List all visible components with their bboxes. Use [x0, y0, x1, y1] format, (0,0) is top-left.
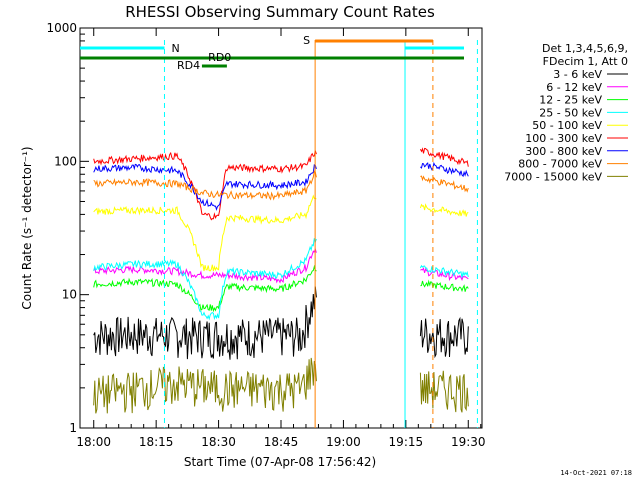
- series-line: [93, 357, 469, 414]
- legend-entry-label: 800 - 7000 keV: [518, 158, 602, 171]
- y-axis: 1 10 100 1000: [46, 21, 89, 435]
- annotations: N RD0 RD4 S: [80, 34, 478, 428]
- x-tick-label: 18:15: [139, 435, 174, 449]
- series-line: [93, 161, 469, 212]
- series-line: [93, 194, 469, 272]
- x-tick-label: 18:00: [76, 435, 111, 449]
- legend-entry-label: 50 - 100 keV: [532, 119, 602, 132]
- series-line: [93, 264, 469, 313]
- x-tick-label: 19:30: [451, 435, 486, 449]
- chart-title: RHESSI Observing Summary Count Rates: [125, 3, 435, 21]
- plot-area: [93, 147, 469, 414]
- legend: Det 1,3,4,5,6,9,FDecim 1, Att 03 - 6 keV…: [504, 42, 628, 183]
- flag-label: N: [171, 42, 179, 55]
- legend-header: FDecim 1, Att 0: [543, 55, 628, 68]
- flag-label: S: [303, 34, 310, 47]
- series-line: [93, 286, 469, 360]
- legend-entry-label: 25 - 50 keV: [539, 106, 602, 119]
- legend-entry-label: 12 - 25 keV: [539, 94, 602, 107]
- x-tick-label: 18:30: [201, 435, 236, 449]
- series-line: [93, 247, 469, 284]
- series-line: [93, 147, 469, 221]
- y-tick-label: 10: [62, 288, 77, 302]
- legend-entry-label: 300 - 800 keV: [525, 145, 602, 158]
- plot-frame: [79, 27, 483, 429]
- x-tick-label: 19:15: [389, 435, 424, 449]
- y-tick-label: 100: [54, 154, 77, 168]
- y-tick-label: 1000: [46, 21, 77, 35]
- x-axis-label: Start Time (07-Apr-08 17:56:42): [184, 455, 376, 469]
- flag-label: RD0: [208, 51, 231, 64]
- y-axis-label: Count Rate (s⁻¹ detector⁻¹): [20, 146, 34, 309]
- x-axis: 18:00 18:15 18:30 18:45 19:00 19:15 19:30: [76, 28, 486, 449]
- legend-header: Det 1,3,4,5,6,9,: [542, 42, 628, 55]
- flag-label: RD4: [177, 59, 200, 72]
- legend-entry-label: 100 - 300 keV: [525, 132, 602, 145]
- x-tick-label: 18:45: [264, 435, 299, 449]
- legend-entry-label: 3 - 6 keV: [553, 68, 602, 81]
- legend-entry-label: 6 - 12 keV: [546, 81, 602, 94]
- series-line: [93, 170, 469, 201]
- series-line: [93, 238, 469, 321]
- x-tick-label: 19:00: [326, 435, 361, 449]
- footer-timestamp: 14-Oct-2021 07:18: [560, 469, 632, 477]
- y-tick-label: 1: [69, 421, 77, 435]
- legend-entry-label: 7000 - 15000 keV: [504, 170, 602, 183]
